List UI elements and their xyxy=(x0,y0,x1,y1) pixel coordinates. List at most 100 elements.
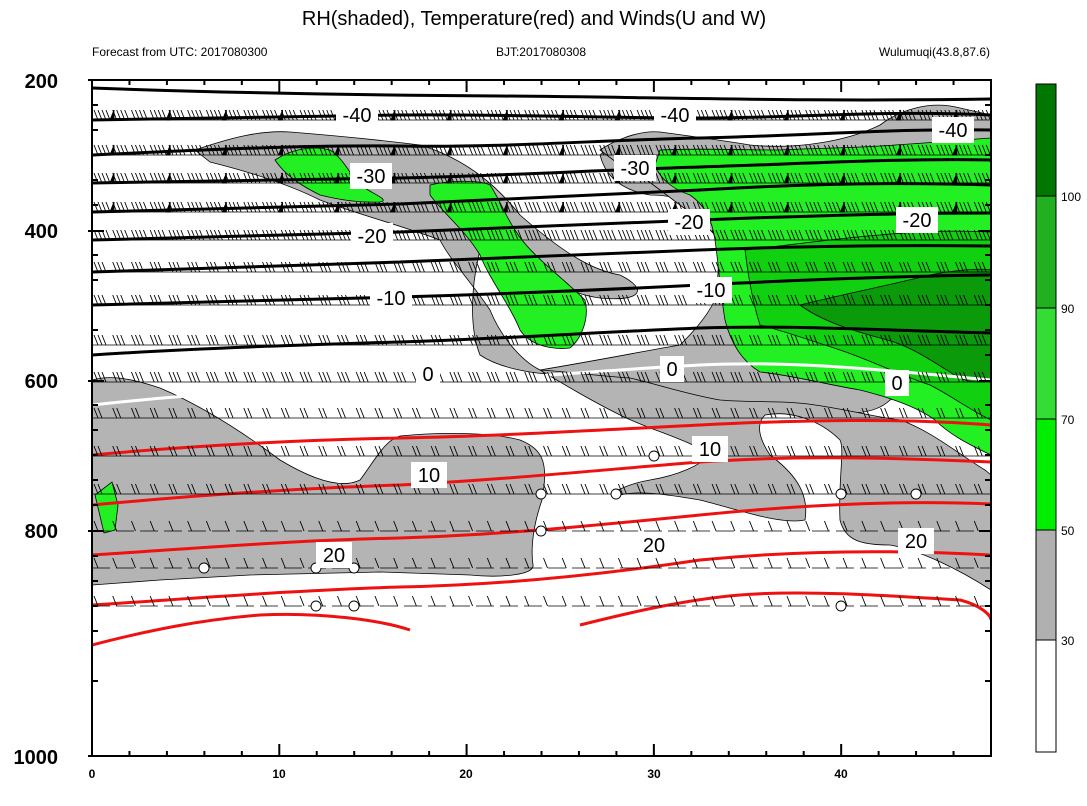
wind-barb-tick xyxy=(176,109,182,121)
y-tick-label-200: 200 xyxy=(25,71,58,93)
wind-barb-tick xyxy=(112,109,118,121)
wind-barb-pennant xyxy=(783,201,789,213)
wind-barb-tick xyxy=(112,229,118,241)
wind-barb-tick xyxy=(288,334,294,346)
wind-barb-tick xyxy=(865,407,871,419)
wind-barb-tick xyxy=(985,172,991,184)
wind-barb-tick xyxy=(757,172,762,184)
wind-barb-tick xyxy=(120,294,126,306)
wind-barb-tick xyxy=(236,109,242,121)
wind-barb-tick xyxy=(116,201,122,213)
wind-barb-tick xyxy=(505,483,511,495)
wind-barb-tick xyxy=(809,407,815,419)
wind-barb-tick xyxy=(824,201,829,213)
wind-barb-tick xyxy=(307,144,313,156)
y-tick-label-800: 800 xyxy=(25,521,58,543)
wind-barb-tick xyxy=(944,261,950,273)
wind-barb-tick xyxy=(692,483,698,495)
wind-barb-pennant xyxy=(895,172,902,184)
wind-barb-tick xyxy=(936,294,942,306)
wind-barb-tick xyxy=(266,294,271,306)
wind-barb-tick xyxy=(415,201,421,213)
wind-barb-tick xyxy=(120,371,126,383)
wind-barb-tick xyxy=(565,483,571,495)
wind-barb-tick xyxy=(854,229,860,241)
wind-barb-pennant xyxy=(334,144,340,156)
contour-label: 20 xyxy=(323,545,345,567)
wind-barb-tick xyxy=(135,445,140,457)
wind-barb-tick xyxy=(195,371,201,383)
wind-barb-tick xyxy=(135,483,140,495)
wind-barb-tick xyxy=(393,229,399,241)
wind-barb-tick xyxy=(696,172,702,184)
wind-barb-tick xyxy=(116,371,122,383)
wind-barb-tick xyxy=(809,261,815,273)
wind-barb-tick xyxy=(326,172,332,184)
wind-barb-tick xyxy=(449,371,455,383)
wind-barb-tick xyxy=(936,201,942,213)
wind-barb-tick xyxy=(149,483,155,495)
wind-barb-tick xyxy=(367,201,373,213)
wind-barb-tick xyxy=(753,144,758,156)
wind-barb-tick xyxy=(617,294,623,306)
wind-barb-tick xyxy=(850,172,856,184)
wind-barb-tick xyxy=(636,334,642,346)
wind-barb-tick xyxy=(209,144,215,156)
wind-barb-tick xyxy=(224,294,230,306)
wind-barb-tick xyxy=(805,201,811,213)
wind-barb-tick xyxy=(925,172,931,184)
wind-barb-tick xyxy=(828,371,833,383)
wind-barb-tick xyxy=(359,407,365,419)
wind-barb-tick xyxy=(659,294,665,306)
wind-barb-pennant xyxy=(390,109,396,121)
wind-barb-tick xyxy=(513,371,519,383)
wind-barb-tick xyxy=(423,201,429,213)
wind-barb-tick xyxy=(734,483,740,495)
wind-barb-tick xyxy=(513,334,519,346)
wind-barb-tick xyxy=(355,407,361,419)
wind-barb-tick xyxy=(486,407,492,419)
wind-barb-tick xyxy=(243,261,249,273)
wind-barb-tick xyxy=(93,557,99,569)
contour-label: -40 xyxy=(661,105,690,127)
wind-barb-tick xyxy=(599,334,605,346)
wind-barb-tick xyxy=(322,445,328,457)
wind-barb-tick xyxy=(906,261,912,273)
wind-barb-tick xyxy=(374,407,380,419)
wind-barb-tick xyxy=(846,483,852,495)
wind-barb-pennant xyxy=(165,144,171,156)
wind-barb-tick xyxy=(255,229,261,241)
wind-barb-tick xyxy=(292,201,298,213)
wind-barb-tick xyxy=(468,294,474,306)
wind-barb-tick xyxy=(842,371,848,383)
wind-barb-tick xyxy=(382,109,388,121)
wind-barb-tick xyxy=(580,557,586,569)
chart-subtitle-left: Forecast from UTC: 2017080300 xyxy=(92,45,268,59)
wind-barb-tick xyxy=(280,520,286,532)
wind-barb-tick xyxy=(607,172,613,184)
wind-barb-tick xyxy=(607,294,613,306)
wind-barb-tick xyxy=(767,109,773,121)
colorbar-segment xyxy=(1035,307,1057,420)
wind-barb-tick xyxy=(490,172,496,184)
wind-barb-tick xyxy=(981,294,987,306)
wind-barb-tick xyxy=(674,445,680,457)
wind-barb-tick xyxy=(734,371,740,383)
chart-title: RH(shaded), Temperature(red) and Winds(U… xyxy=(302,8,766,30)
wind-barb-tick xyxy=(494,294,500,306)
calm-wind-marker xyxy=(198,562,210,574)
wind-barb-tick xyxy=(869,371,875,383)
contour-red-6 xyxy=(579,591,991,627)
colorbar-segment xyxy=(1035,195,1057,309)
wind-barb-tick xyxy=(228,407,234,419)
wind-barb-tick xyxy=(213,144,219,156)
wind-barb-tick xyxy=(251,371,257,383)
wind-barb-tick xyxy=(378,201,384,213)
wind-barb-tick xyxy=(551,294,556,306)
wind-barb-tick xyxy=(149,144,155,156)
wind-barb-tick xyxy=(973,595,979,607)
wind-barb-tick xyxy=(565,294,571,306)
wind-barb-tick xyxy=(813,334,819,346)
wind-barb-tick xyxy=(187,445,193,457)
wind-barb-tick xyxy=(700,371,706,383)
